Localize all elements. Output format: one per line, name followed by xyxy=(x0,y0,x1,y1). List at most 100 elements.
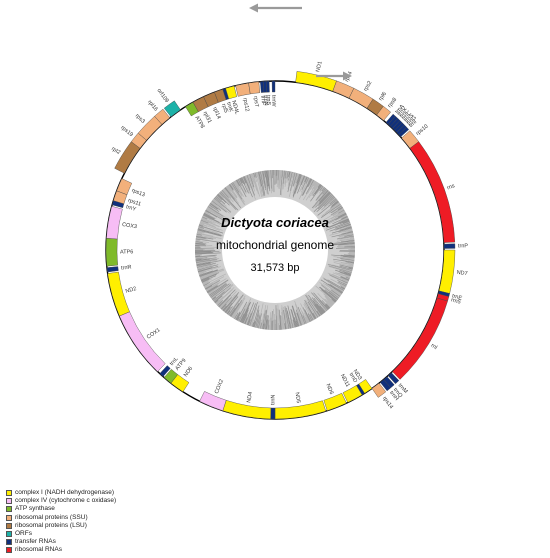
gc-content-spoke xyxy=(249,173,254,185)
gc-content-spoke xyxy=(333,256,355,260)
gc-content-spoke xyxy=(196,263,212,267)
gc-content-spoke xyxy=(285,307,291,329)
gc-content-spoke xyxy=(281,307,285,330)
gc-content-spoke xyxy=(289,321,292,329)
gc-content-spoke xyxy=(337,235,354,240)
gc-content-spoke xyxy=(333,260,354,265)
gc-content-spoke xyxy=(212,296,217,301)
gc-content-spoke xyxy=(229,183,245,205)
gene-block-rps7 xyxy=(248,81,261,95)
gc-content-spoke xyxy=(282,170,286,190)
gene-label: rps13 xyxy=(131,188,146,199)
gene-block-atp9 xyxy=(163,368,179,384)
gc-content-spoke xyxy=(255,318,259,328)
gc-content-spoke xyxy=(350,237,355,239)
gc-content-spoke xyxy=(197,228,222,236)
gc-content-spoke xyxy=(219,297,229,308)
gc-content-spoke xyxy=(204,212,217,220)
gc-content-spoke xyxy=(200,271,218,279)
gc-content-spoke xyxy=(257,171,263,193)
gc-content-spoke xyxy=(263,309,267,330)
gc-content-spoke xyxy=(253,172,256,178)
legend-label: complex IV (cytochrome c oxidase) xyxy=(15,497,117,505)
gc-content-spoke xyxy=(197,229,222,237)
legend-item: ATP synthase xyxy=(6,505,116,513)
gc-content-spoke xyxy=(197,267,213,272)
gc-content-spoke xyxy=(224,187,242,209)
gc-content-spoke xyxy=(332,216,348,225)
direction-arrow-inner xyxy=(316,71,352,81)
gc-content-spoke xyxy=(316,187,326,199)
gc-content-spoke xyxy=(202,214,224,226)
gc-content-spoke xyxy=(339,226,352,231)
gc-content-spoke xyxy=(203,282,210,287)
gc-content-spoke xyxy=(264,305,269,330)
gc-content-spoke xyxy=(306,299,319,318)
legend-swatch xyxy=(6,531,12,538)
legend-swatch xyxy=(6,522,12,529)
gc-content-spoke xyxy=(340,239,355,243)
gc-content-spoke xyxy=(266,170,270,189)
gc-content-spoke xyxy=(222,292,240,312)
gc-content-spoke xyxy=(200,221,217,228)
gc-content-spoke xyxy=(260,322,262,329)
gc-content-spoke xyxy=(222,188,232,199)
gc-content-spoke xyxy=(253,172,258,183)
gc-content-spoke xyxy=(341,268,352,273)
gene-block-orf109 xyxy=(163,100,181,118)
gc-content-spoke xyxy=(333,262,354,267)
gc-content-spoke xyxy=(210,286,225,298)
gc-content-spoke xyxy=(262,170,266,191)
gc-content-spoke xyxy=(237,179,246,194)
gc-content-spoke xyxy=(238,178,247,193)
gc-content-spoke xyxy=(257,303,264,329)
gc-content-spoke xyxy=(196,233,202,236)
gc-content-spoke xyxy=(195,258,220,263)
gc-content-spoke xyxy=(211,200,227,213)
gc-content-spoke xyxy=(214,196,221,203)
gc-content-spoke xyxy=(204,279,220,289)
gc-content-spoke xyxy=(252,173,261,197)
gc-content-spoke xyxy=(330,203,341,211)
gc-content-spoke xyxy=(345,276,350,279)
gc-content-spoke xyxy=(264,170,266,178)
gc-content-spoke xyxy=(312,190,330,209)
gc-content-spoke xyxy=(346,241,355,243)
gc-content-spoke xyxy=(229,303,240,317)
gc-content-spoke xyxy=(221,189,229,198)
gc-content-spoke xyxy=(281,311,284,330)
gc-content-spoke xyxy=(330,201,340,209)
gc-content-spoke xyxy=(245,315,250,325)
gene-label: rns xyxy=(446,183,455,191)
gc-content-spoke xyxy=(343,271,352,276)
gc-content-spoke xyxy=(314,304,323,315)
gc-content-spoke xyxy=(315,296,328,311)
gc-content-spoke xyxy=(195,252,221,255)
gc-content-spoke xyxy=(226,306,233,315)
gc-content-spoke xyxy=(214,299,219,304)
gc-content-spoke xyxy=(341,230,353,235)
gc-content-spoke xyxy=(195,240,209,243)
gc-content-spoke xyxy=(221,294,236,311)
gc-content-spoke xyxy=(261,171,265,185)
gc-content-spoke xyxy=(312,312,317,319)
gc-content-spoke xyxy=(331,226,352,234)
legend-swatch xyxy=(6,539,12,546)
gene-label: COX2 xyxy=(214,379,225,395)
gc-content-spoke xyxy=(201,278,210,283)
gc-content-spoke xyxy=(247,174,254,189)
gc-content-spoke xyxy=(292,173,298,187)
gc-content-spoke xyxy=(344,274,351,278)
gc-content-spoke xyxy=(228,294,244,316)
gc-content-spoke xyxy=(196,235,203,237)
gc-content-spoke xyxy=(316,188,327,201)
gc-content-spoke xyxy=(207,206,219,215)
gc-content-spoke xyxy=(287,171,293,193)
gc-content-spoke xyxy=(239,177,243,183)
gc-content-spoke xyxy=(195,237,208,241)
gc-content-spoke xyxy=(310,180,316,190)
gc-content-spoke xyxy=(328,265,352,274)
gc-content-spoke xyxy=(201,218,220,227)
gc-content-spoke xyxy=(280,170,283,179)
gc-content-spoke xyxy=(195,254,217,258)
